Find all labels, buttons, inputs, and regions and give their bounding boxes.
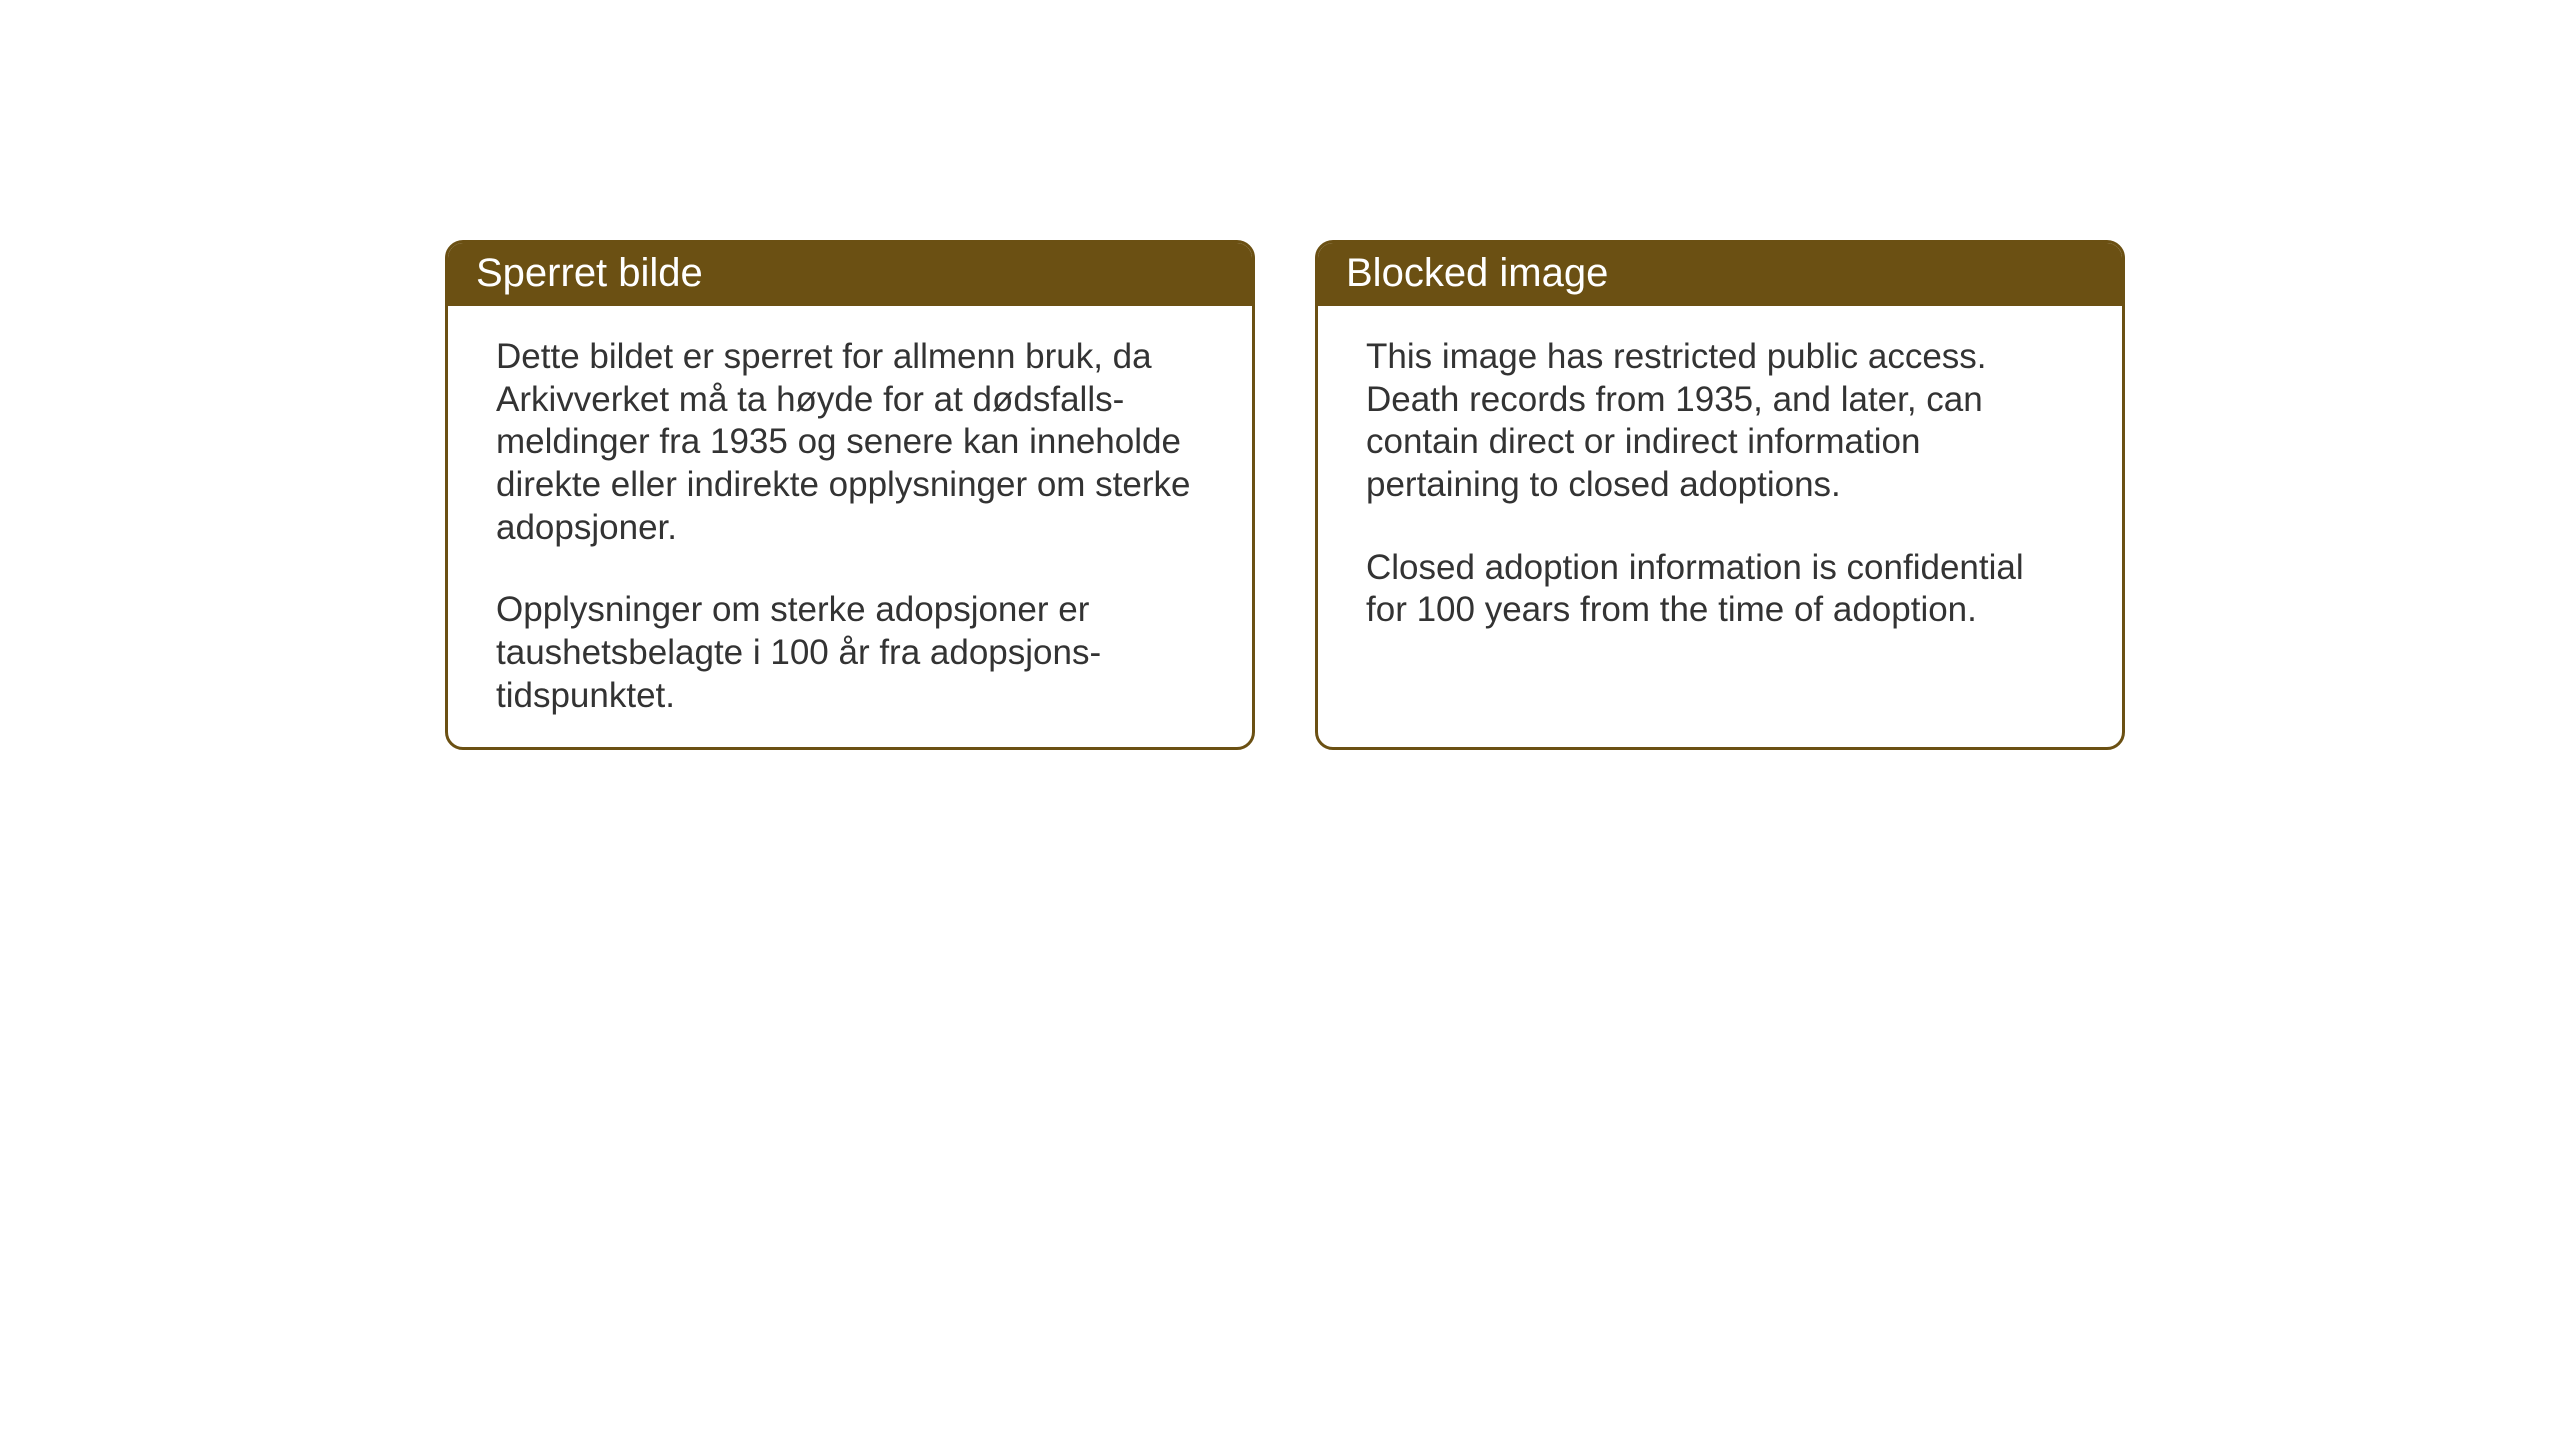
cards-container: Sperret bilde Dette bildet er sperret fo… (445, 240, 2125, 750)
card-norwegian-body: Dette bildet er sperret for allmenn bruk… (448, 306, 1252, 750)
card-english-paragraph-2: Closed adoption information is confident… (1366, 547, 2074, 632)
card-norwegian-header: Sperret bilde (448, 243, 1252, 306)
card-english-paragraph-1: This image has restricted public access.… (1366, 336, 2074, 507)
card-norwegian-paragraph-1: Dette bildet er sperret for allmenn bruk… (496, 336, 1204, 549)
card-english-body: This image has restricted public access.… (1318, 306, 2122, 672)
card-english: Blocked image This image has restricted … (1315, 240, 2125, 750)
card-english-header: Blocked image (1318, 243, 2122, 306)
card-norwegian: Sperret bilde Dette bildet er sperret fo… (445, 240, 1255, 750)
card-norwegian-paragraph-2: Opplysninger om sterke adopsjoner er tau… (496, 589, 1204, 717)
